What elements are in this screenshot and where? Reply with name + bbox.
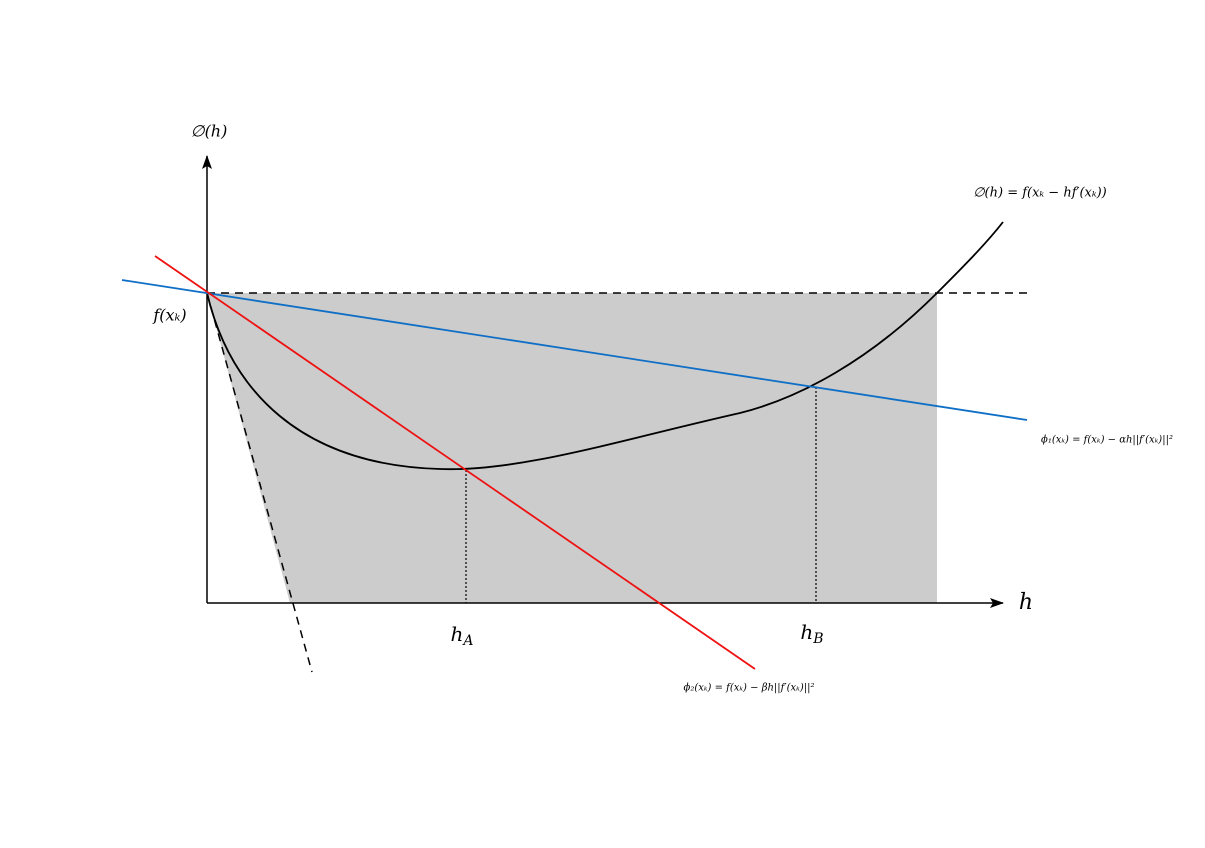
phi2-line — [154, 255, 756, 670]
h-a-sub: A — [461, 633, 473, 649]
phi1-label: ϕ₁(xₖ) = f(xₖ) − αh||f′(xₖ)||² — [1041, 435, 1173, 446]
phi-label: ∅(h) = f(xₖ − hf′(xₖ)) — [973, 186, 1107, 201]
h-b-label: hB — [800, 620, 823, 648]
h-a-label: hA — [450, 622, 473, 650]
y-axis-label: ∅(h) — [191, 122, 228, 141]
phi-curve — [206, 221, 1004, 471]
h-a-main: h — [450, 622, 463, 646]
tangent-line — [206, 292, 313, 673]
feasible-region — [207, 293, 937, 603]
phi1-line — [121, 279, 1028, 421]
phi2-label: ϕ₂(xₖ) = f(xₖ) − βh||f′(xₖ)||² — [684, 683, 815, 694]
f-xk-label: f(xₖ) — [152, 306, 186, 325]
x-axis-label: h — [1019, 590, 1033, 615]
h-b-sub: B — [812, 631, 823, 647]
h-b-main: h — [800, 620, 813, 644]
